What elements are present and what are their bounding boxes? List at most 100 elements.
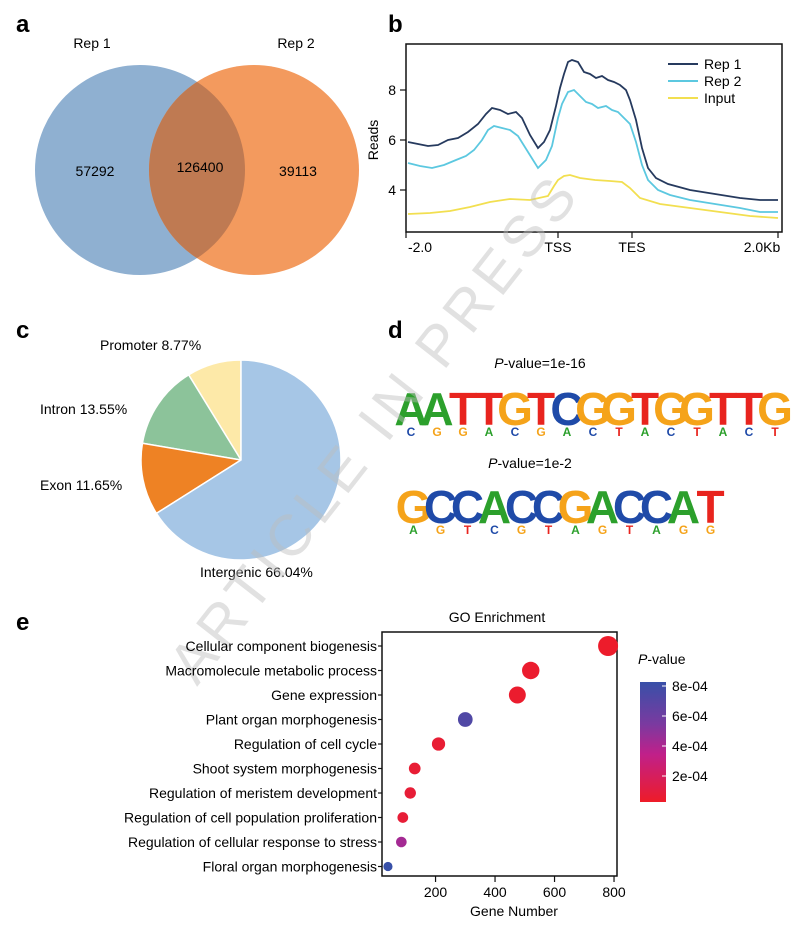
motif2-minor-base-7: A [571, 523, 580, 537]
motif2-minor-base-2: G [436, 523, 445, 537]
motif1-base-1: A [394, 383, 427, 435]
go-category-label: Gene expression [271, 687, 377, 703]
motif2-minor-base-5: G [517, 523, 526, 537]
motif1-base-13: T [709, 383, 737, 435]
motif1-base-9: G [601, 383, 637, 435]
motif1-minor-base-7: A [563, 425, 572, 439]
motif2-minor-base-8: G [598, 523, 607, 537]
motif1-minor-base-4: A [485, 425, 494, 439]
profile-ytick-4: 4 [388, 182, 396, 198]
go-xtick-label: 200 [424, 884, 448, 900]
motif2-pvalue: P-value=1e-2 [488, 455, 572, 471]
go-category-label: Cellular component biogenesis [186, 638, 377, 654]
motif2-base-5: C [505, 481, 538, 533]
motif2-minor-base-3: T [464, 523, 472, 537]
go-legend-tick-4e-04: 4e-04 [672, 738, 708, 754]
go-plot-frame [381, 631, 618, 877]
motif1-minor-base-5: C [511, 425, 520, 439]
pie-label-intergenic: Intergenic 66.04% [200, 564, 313, 580]
motif2-base-3: C [451, 481, 484, 533]
profile-xtick-tes: TES [618, 239, 645, 255]
profile-legend-input: Input [704, 90, 735, 106]
motif1-minor-base-14: C [745, 425, 754, 439]
motif1-base-15: G [757, 383, 793, 435]
panel-letter-b: b [388, 11, 403, 38]
motif1-minor-base-3: G [458, 425, 467, 439]
pie-chart: Promoter 8.77% Intron 13.55% Exon 11.65%… [40, 337, 342, 580]
motif2-base-7: G [558, 481, 594, 533]
venn-count-overlap: 126400 [177, 159, 224, 175]
motif1-base-2: A [420, 383, 453, 435]
panel-letter-a: a [16, 11, 30, 38]
motif2-minor-base-4: C [490, 523, 499, 537]
motif1-base-7: C [550, 383, 583, 435]
motif2-base-2: C [424, 481, 457, 533]
motif1-base-8: G [575, 383, 611, 435]
motif2-base-9: C [613, 481, 646, 533]
go-category-label: Macromolecule metabolic process [165, 663, 377, 679]
pie-slice-exon [140, 442, 244, 515]
panel-letter-c: c [16, 317, 29, 344]
panel-letter-e: e [16, 609, 29, 636]
motif1-base-14: T [735, 383, 763, 435]
motif1-minor-base-6: G [536, 425, 545, 439]
motif1-base-12: G [679, 383, 715, 435]
profile-line-rep1 [407, 59, 778, 201]
go-point [408, 762, 421, 775]
profile-plot-frame [405, 43, 783, 233]
go-category-label: Floral organ morphogenesis [203, 859, 377, 875]
pie-slice-intron [141, 373, 243, 462]
motif1-minor-base-10: A [641, 425, 650, 439]
motif1-logo: AC AG TG TA GC TG CA GC GT TA GC GT TA TC GT [394, 383, 793, 439]
pie-label-intron: Intron 13.55% [40, 401, 127, 417]
venn-label-rep2: Rep 2 [277, 35, 315, 51]
pie-slice-intergenic [155, 359, 342, 561]
profile-plot: 4 6 8 Reads -2.0 TSS TES 2.0Kb Rep 1 Rep… [365, 43, 783, 255]
go-xtick-label: 600 [543, 884, 567, 900]
pie-label-promoter: Promoter 8.77% [100, 337, 201, 353]
motif2-minor-base-9: T [626, 523, 634, 537]
go-point [383, 861, 393, 872]
profile-line-input [407, 174, 779, 219]
go-point [598, 636, 619, 656]
motif2-logo: GA CG CT AC CG CT GA AG CT CA AG TG [396, 481, 725, 537]
go-point [522, 661, 540, 680]
motif1-pvalue: P-value=1e-16 [494, 355, 586, 371]
motif2-minor-base-11: G [679, 523, 688, 537]
go-point [404, 787, 416, 799]
go-point [431, 737, 446, 751]
motif1-base-5: G [497, 383, 533, 435]
venn-count-rep1-only: 57292 [76, 163, 115, 179]
go-category-label: Shoot system morphogenesis [193, 761, 377, 777]
venn-overlap [149, 65, 245, 275]
profile-legend-rep2: Rep 2 [704, 73, 742, 89]
motif1-base-3: T [449, 383, 477, 435]
motif2-minor-base-10: A [652, 523, 661, 537]
motif1-minor-base-1: C [407, 425, 416, 439]
motif1-minor-base-9: T [615, 425, 623, 439]
motif2-base-6: C [532, 481, 565, 533]
venn-count-rep2-only: 39113 [279, 163, 317, 179]
go-legend-tick-6e-04: 6e-04 [672, 708, 708, 724]
motif1-base-11: G [653, 383, 689, 435]
go-point [396, 836, 407, 848]
go-legend-tick-8e-04: 8e-04 [672, 678, 708, 694]
motif2-minor-base-6: T [545, 523, 553, 537]
motif2-base-8: A [586, 481, 619, 533]
profile-xtick-tss: TSS [544, 239, 571, 255]
venn-diagram: Rep 1 Rep 2 57292 126400 39113 [35, 35, 359, 275]
go-category-label: Regulation of meristem development [149, 785, 377, 801]
motif1-minor-base-11: C [667, 425, 676, 439]
profile-legend-rep1: Rep 1 [704, 56, 742, 72]
motif1-base-6: T [527, 383, 555, 435]
motif2-base-12: T [696, 481, 724, 533]
panel-letter-d: d [388, 317, 403, 344]
motif1-minor-base-13: A [719, 425, 728, 439]
motif1-base-10: T [631, 383, 659, 435]
profile-ytick-6: 6 [388, 132, 396, 148]
go-point [508, 686, 526, 704]
profile-legend: Rep 1 Rep 2 Input [668, 56, 742, 106]
motif2-minor-base-12: G [706, 523, 715, 537]
motif1-base-4: T [475, 383, 503, 435]
motif2-base-1: G [396, 481, 432, 533]
